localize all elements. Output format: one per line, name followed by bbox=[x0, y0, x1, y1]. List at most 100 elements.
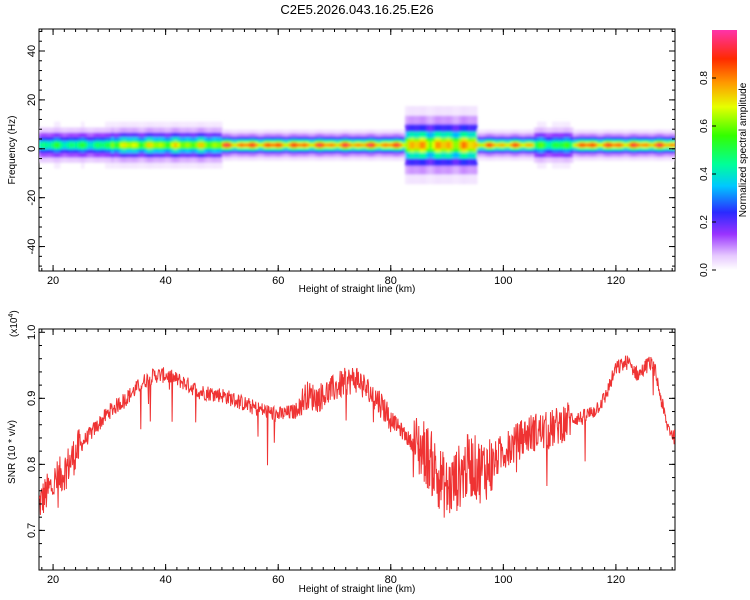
heatmap-cell bbox=[96, 142, 100, 148]
heatmap-cell bbox=[327, 143, 331, 147]
heatmap-cell bbox=[528, 143, 532, 147]
heatmap-cell bbox=[540, 142, 544, 148]
heatmap-cell bbox=[222, 143, 226, 147]
heatmap-cell bbox=[432, 141, 436, 149]
heatmap-cell bbox=[54, 142, 58, 148]
heatmap-cell bbox=[498, 143, 502, 147]
heatmap-cell bbox=[345, 143, 349, 147]
heatmap-cell bbox=[219, 142, 223, 148]
heatmap-cell bbox=[111, 142, 115, 148]
heatmap-cell bbox=[324, 143, 328, 147]
heatmap-cell bbox=[555, 142, 559, 148]
heatmap-cell bbox=[297, 143, 301, 147]
heatmap-cell bbox=[423, 141, 427, 149]
heatmap-cell bbox=[72, 142, 76, 148]
svg-text:(x104): (x104) bbox=[8, 310, 20, 337]
colorbar: 0.0 0.2 0.4 0.6 0.8 Normalized spectral ampl… bbox=[699, 30, 749, 277]
heatmap-cell bbox=[402, 143, 406, 147]
heatmap-cell bbox=[363, 143, 367, 147]
heatmap-cell bbox=[120, 142, 124, 148]
heatmap-cell bbox=[165, 142, 169, 148]
heatmap-cell bbox=[414, 141, 418, 149]
y-tick-label: 0 bbox=[26, 146, 38, 152]
heatmap-cell bbox=[210, 142, 214, 148]
heatmap-cell bbox=[591, 143, 595, 147]
heatmap-cell bbox=[102, 142, 106, 148]
snr-frame bbox=[38, 328, 676, 571]
heatmap-cell bbox=[597, 143, 601, 147]
heatmap-cell bbox=[294, 143, 298, 147]
heatmap-cell bbox=[513, 143, 517, 147]
heatmap-cell bbox=[420, 141, 424, 149]
heatmap-cell bbox=[666, 143, 670, 147]
heatmap-cell bbox=[285, 143, 289, 147]
heatmap-cell bbox=[462, 141, 466, 149]
heatmap-cell bbox=[384, 143, 388, 147]
spectrogram-heatmap bbox=[39, 106, 675, 185]
heatmap-cell bbox=[648, 143, 652, 147]
heatmap-cell bbox=[672, 143, 675, 147]
heatmap-cell bbox=[87, 142, 91, 148]
heatmap-cell bbox=[459, 141, 463, 149]
heatmap-cell bbox=[396, 143, 400, 147]
heatmap-cell bbox=[660, 143, 664, 147]
heatmap-cell bbox=[279, 143, 283, 147]
heatmap-cell bbox=[450, 141, 454, 149]
heatmap-cell bbox=[534, 142, 538, 148]
heatmap-cell bbox=[438, 141, 442, 149]
heatmap-cell bbox=[615, 143, 619, 147]
heatmap-cell bbox=[288, 143, 292, 147]
heatmap-cell bbox=[507, 143, 511, 147]
heatmap-cell bbox=[57, 142, 61, 148]
snr-axes: 20 40 60 80 100 120 0.7 0.8 0.9 1.0 bbox=[26, 325, 675, 586]
heatmap-cell bbox=[312, 143, 316, 147]
heatmap-cell bbox=[138, 142, 142, 148]
heatmap-cell bbox=[441, 141, 445, 149]
heatmap-cell bbox=[543, 142, 547, 148]
heatmap-cell bbox=[594, 143, 598, 147]
heatmap-cell bbox=[264, 143, 268, 147]
y-tick-label: 1.0 bbox=[26, 325, 38, 340]
heatmap-cell bbox=[75, 142, 79, 148]
y-tick-label: 40 bbox=[26, 45, 38, 57]
heatmap-cell bbox=[567, 142, 571, 148]
heatmap-cell bbox=[519, 143, 523, 147]
heatmap-cell bbox=[447, 141, 451, 149]
heatmap-cell bbox=[612, 143, 616, 147]
heatmap-cell bbox=[456, 141, 460, 149]
heatmap-cell bbox=[657, 143, 661, 147]
heatmap-cell bbox=[144, 142, 148, 148]
colorbar-label: Normalized spectral amplitude bbox=[738, 82, 749, 217]
heatmap-cell bbox=[105, 142, 109, 148]
heatmap-cell bbox=[399, 143, 403, 147]
x-tick-label: 40 bbox=[160, 574, 172, 586]
colorbar-strip bbox=[712, 30, 737, 270]
heatmap-cell bbox=[453, 141, 457, 149]
heatmap-cell bbox=[465, 141, 469, 149]
heatmap-cell bbox=[501, 143, 505, 147]
heatmap-cell bbox=[603, 143, 607, 147]
heatmap-cell bbox=[93, 142, 97, 148]
heatmap-cell bbox=[48, 142, 52, 148]
heatmap-cell bbox=[510, 143, 514, 147]
heatmap-cell bbox=[387, 143, 391, 147]
heatmap-cell bbox=[486, 143, 490, 147]
heatmap-cell bbox=[537, 142, 541, 148]
x-tick-label: 40 bbox=[160, 275, 172, 287]
heatmap-cell bbox=[618, 143, 622, 147]
colorbar-tick-label: 0.8 bbox=[699, 71, 710, 85]
heatmap-cell bbox=[351, 143, 355, 147]
heatmap-cell bbox=[135, 142, 139, 148]
heatmap-cell bbox=[561, 142, 565, 148]
x-tick-label: 20 bbox=[47, 574, 59, 586]
x-tick-label: 80 bbox=[385, 574, 397, 586]
heatmap-cell bbox=[291, 143, 295, 147]
heatmap-cell bbox=[216, 142, 220, 148]
heatmap-cell bbox=[66, 142, 70, 148]
heatmap-cell bbox=[564, 142, 568, 148]
heatmap-cell bbox=[426, 141, 430, 149]
heatmap-cell bbox=[123, 142, 127, 148]
heatmap-cell bbox=[633, 143, 637, 147]
heatmap-cell bbox=[129, 142, 133, 148]
